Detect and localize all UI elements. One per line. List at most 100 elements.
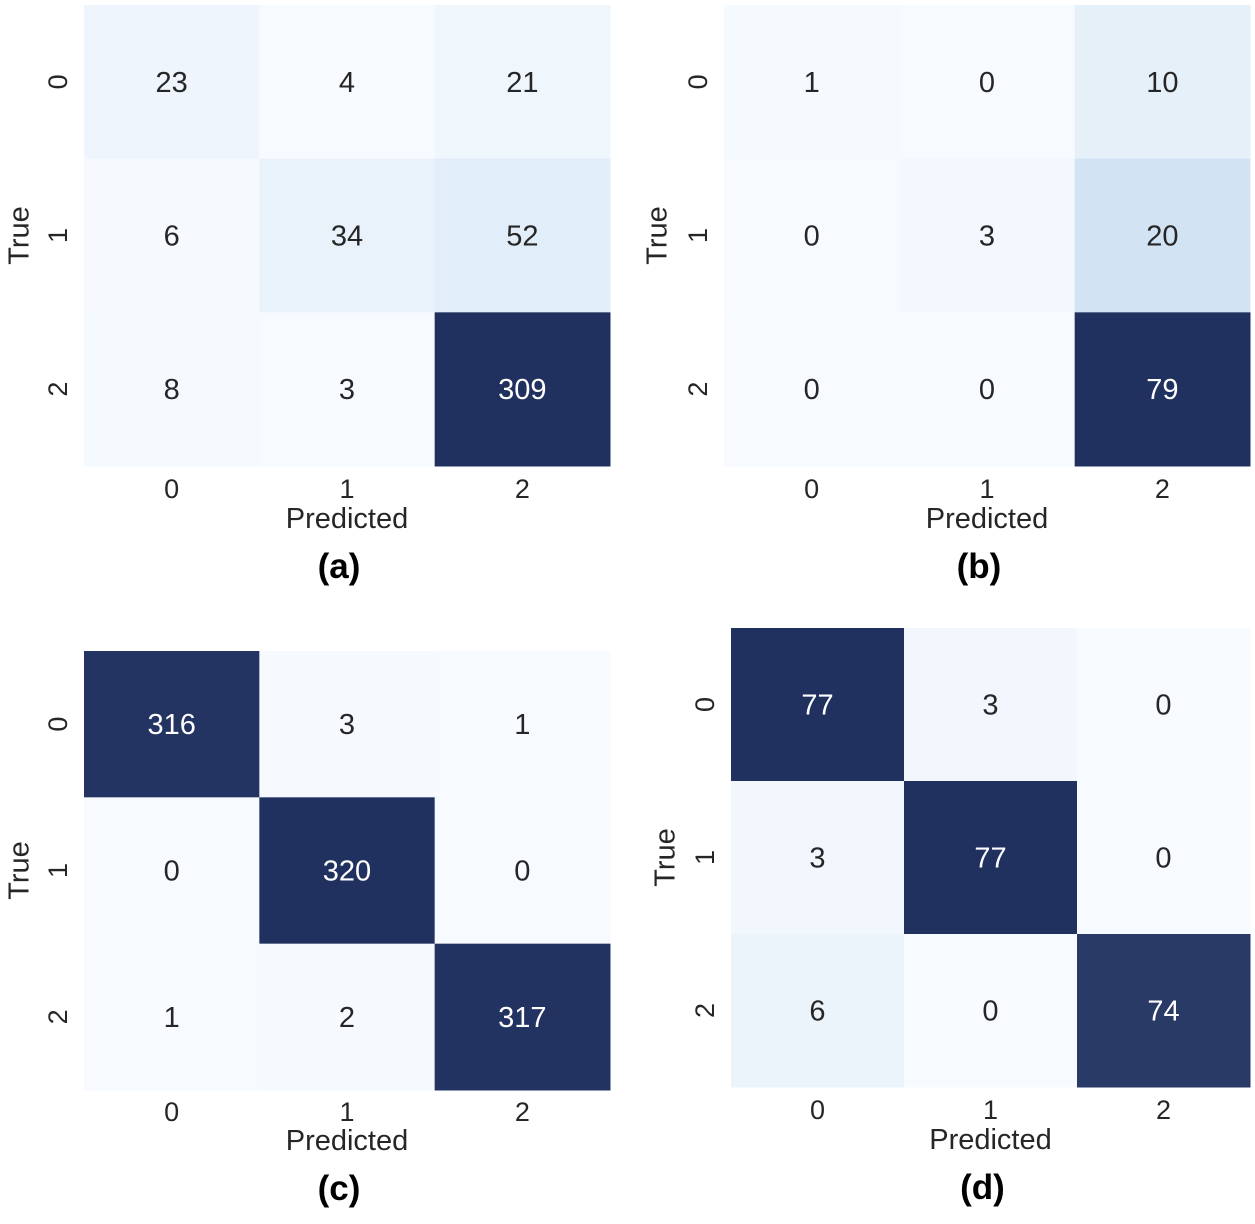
x-tick-label: 2 bbox=[1156, 1095, 1171, 1125]
cell-value: 3 bbox=[982, 690, 998, 722]
cell-value: 320 bbox=[323, 856, 371, 888]
cell-value: 0 bbox=[979, 67, 995, 99]
cell-value: 0 bbox=[804, 374, 820, 406]
cell-value: 1 bbox=[514, 709, 530, 741]
y-tick-label: 0 bbox=[683, 74, 713, 89]
heatmap-cell bbox=[724, 5, 900, 160]
cell-value: 6 bbox=[809, 996, 825, 1028]
cell-value: 3 bbox=[339, 374, 355, 406]
y-axis-label: True bbox=[4, 206, 36, 265]
x-tick-label: 2 bbox=[1155, 474, 1170, 504]
y-axis-label: True bbox=[650, 828, 682, 887]
x-axis-label: Predicted bbox=[926, 503, 1049, 535]
cell-value: 34 bbox=[331, 221, 363, 253]
x-tick-label: 2 bbox=[515, 1097, 530, 1127]
heatmap-cell bbox=[724, 312, 900, 467]
x-tick-label: 2 bbox=[515, 474, 530, 504]
heatmap-cell bbox=[904, 934, 1078, 1088]
cell-value: 0 bbox=[804, 221, 820, 253]
x-tick-label: 1 bbox=[339, 1097, 354, 1127]
heatmap-cell bbox=[434, 797, 611, 945]
x-tick-label: 0 bbox=[810, 1095, 825, 1125]
y-tick-label: 1 bbox=[690, 850, 720, 865]
panel-label: (c) bbox=[318, 1169, 361, 1208]
y-tick-label: 2 bbox=[690, 1003, 720, 1018]
heatmap-cell bbox=[1074, 158, 1251, 313]
heatmap-cell bbox=[434, 312, 611, 467]
x-tick-label: 1 bbox=[979, 474, 994, 504]
y-tick-label: 1 bbox=[43, 863, 73, 878]
x-axis-label: Predicted bbox=[929, 1124, 1052, 1156]
heatmap-cell bbox=[84, 651, 260, 798]
cell-value: 79 bbox=[1146, 374, 1178, 406]
y-tick-label: 0 bbox=[43, 74, 73, 89]
heatmap-cell bbox=[1077, 934, 1251, 1088]
panel-label: (d) bbox=[960, 1168, 1005, 1207]
heatmap-cell bbox=[1077, 781, 1251, 935]
y-axis-label: True bbox=[4, 841, 36, 900]
cell-value: 0 bbox=[979, 374, 995, 406]
heatmap-cell bbox=[259, 158, 436, 313]
heatmap-cell bbox=[259, 797, 436, 945]
cell-value: 0 bbox=[1155, 690, 1171, 722]
panel-label: (b) bbox=[957, 547, 1002, 586]
cell-value: 10 bbox=[1146, 67, 1178, 99]
cell-value: 6 bbox=[164, 221, 180, 253]
heatmap-cell bbox=[259, 312, 436, 467]
heatmap-cell bbox=[899, 5, 1076, 160]
heatmap-cell bbox=[899, 158, 1076, 313]
y-tick-label: 2 bbox=[43, 1009, 73, 1024]
cell-value: 309 bbox=[498, 374, 546, 406]
heatmap-cell bbox=[84, 312, 260, 467]
cell-value: 2 bbox=[339, 1002, 355, 1034]
heatmap-panel-1: 23 4 21 6 34 52 8 3 309 0 1 2 0 1 2 Predicted True (a) bbox=[4, 5, 611, 586]
heatmap-cell bbox=[1077, 628, 1251, 782]
heatmap-cell bbox=[259, 5, 436, 160]
heatmap-cell bbox=[434, 943, 611, 1091]
heatmap-cell bbox=[434, 158, 611, 313]
heatmap-cell bbox=[84, 943, 260, 1091]
y-axis-label: True bbox=[642, 206, 674, 265]
panel-label: (a) bbox=[318, 547, 361, 586]
x-tick-label: 1 bbox=[339, 474, 354, 504]
x-tick-label: 1 bbox=[983, 1095, 998, 1125]
x-tick-label: 0 bbox=[164, 1097, 179, 1127]
cell-value: 77 bbox=[974, 843, 1006, 875]
cell-value: 1 bbox=[804, 67, 820, 99]
cell-value: 316 bbox=[147, 709, 195, 741]
cell-value: 3 bbox=[979, 221, 995, 253]
y-tick-label: 0 bbox=[690, 697, 720, 712]
cell-value: 0 bbox=[514, 856, 530, 888]
heatmap-cell bbox=[259, 943, 436, 1091]
cell-value: 77 bbox=[801, 690, 833, 722]
heatmap-cell bbox=[731, 628, 905, 782]
cell-value: 74 bbox=[1147, 996, 1179, 1028]
heatmap-cell bbox=[84, 158, 260, 313]
heatmap-cell bbox=[1074, 312, 1251, 467]
cell-value: 21 bbox=[506, 67, 538, 99]
heatmap-cell bbox=[899, 312, 1076, 467]
x-tick-label: 0 bbox=[804, 474, 819, 504]
cell-value: 1 bbox=[164, 1002, 180, 1034]
heatmap-cell bbox=[84, 797, 260, 945]
heatmap-panel-4: 77 3 0 3 77 0 6 0 74 0 1 2 0 1 2 Predicted True (d) bbox=[650, 628, 1251, 1207]
cell-value: 0 bbox=[164, 856, 180, 888]
cell-value: 23 bbox=[156, 67, 188, 99]
heatmap-cell bbox=[731, 934, 905, 1088]
y-tick-label: 0 bbox=[43, 717, 73, 732]
cell-value: 0 bbox=[982, 996, 998, 1028]
heatmap-cell bbox=[724, 158, 900, 313]
y-tick-label: 2 bbox=[683, 382, 713, 397]
heatmap-cell bbox=[904, 628, 1078, 782]
y-tick-label: 2 bbox=[43, 382, 73, 397]
heatmap-panel-3: 316 3 1 0 320 0 1 2 317 0 1 2 0 1 2 Predicted True (c) bbox=[4, 651, 611, 1208]
cell-value: 0 bbox=[1155, 843, 1171, 875]
heatmap-cell bbox=[434, 5, 611, 160]
y-tick-label: 1 bbox=[43, 228, 73, 243]
cell-value: 317 bbox=[498, 1002, 546, 1034]
x-axis-label: Predicted bbox=[286, 503, 409, 535]
cell-value: 3 bbox=[339, 709, 355, 741]
cell-value: 52 bbox=[506, 221, 538, 253]
